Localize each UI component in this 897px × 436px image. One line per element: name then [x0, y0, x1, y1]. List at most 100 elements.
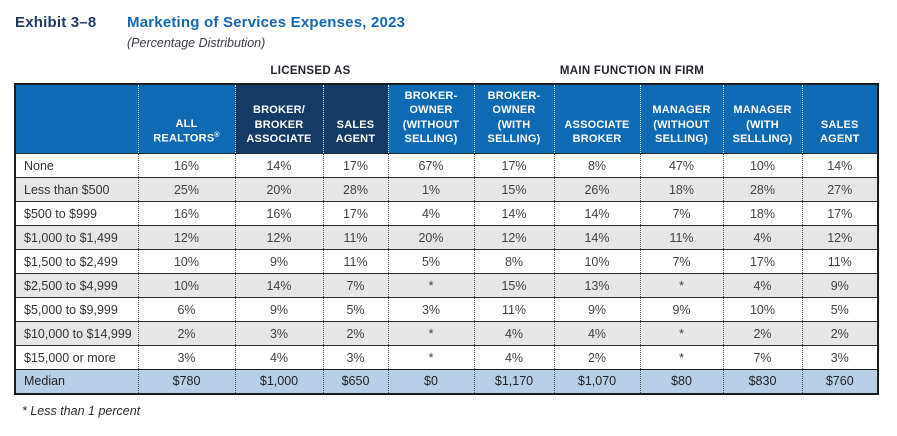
column-header-manager-without-selling: MANAGER (WITHOUT SELLING): [639, 84, 723, 154]
table-cell: 11%: [801, 249, 878, 274]
table-cell: 15%: [473, 273, 554, 298]
table-cell: 14%: [234, 153, 323, 178]
group-header-licensed-as: LICENSED AS: [270, 65, 351, 77]
table-cell: 10%: [722, 297, 802, 322]
table-cell: 10%: [137, 273, 235, 298]
table-cell: 10%: [722, 153, 802, 178]
table-row-5000-to-9999: $5,000 to $9,999 6% 9% 5% 3% 11% 9% 9% 10% 5%: [15, 297, 878, 322]
table-cell: 18%: [639, 177, 723, 202]
table-cell: 7%: [639, 201, 723, 226]
row-label: None: [15, 153, 138, 178]
table-row-10000-to-14999: $10,000 to $14,999 2% 3% 2% * 4% 4% * 2% 2%: [15, 321, 878, 346]
column-header-broker-owner-without-selling: BROKER-OWNER (WITHOUT SELLING): [387, 84, 474, 154]
title-row: Exhibit 3–8 Marketing of Services Expens…: [0, 0, 897, 50]
table-cell: 27%: [801, 177, 878, 202]
page-title: Marketing of Services Expenses, 2023: [127, 14, 406, 31]
table-cell: 14%: [553, 201, 640, 226]
column-header-sales-agent-licensed: SALES AGENT: [322, 84, 388, 154]
column-header-broker-broker-associate: BROKER/ BROKER ASSOCIATE: [234, 84, 323, 154]
table-cell: 18%: [722, 201, 802, 226]
column-header-expense-range: [15, 84, 138, 154]
table-cell: 4%: [473, 321, 554, 346]
group-header-band: LICENSED AS MAIN FUNCTION IN FIRM: [14, 65, 877, 82]
table-cell: *: [387, 273, 474, 298]
table-cell: 13%: [553, 273, 640, 298]
table-cell: 2%: [137, 321, 235, 346]
table-cell: 67%: [387, 153, 474, 178]
table-cell: 3%: [801, 345, 878, 370]
table-cell: 11%: [473, 297, 554, 322]
table-cell: 6%: [137, 297, 235, 322]
table-cell: 10%: [137, 249, 235, 274]
table-cell: *: [639, 321, 723, 346]
table-cell: 47%: [639, 153, 723, 178]
table-cell: 11%: [639, 225, 723, 250]
table-row-less-than-500: Less than $500 25% 20% 28% 1% 15% 26% 18% 28% 27%: [15, 177, 878, 202]
table-cell: 5%: [387, 249, 474, 274]
table-cell: 3%: [137, 345, 235, 370]
table-cell: 11%: [322, 225, 388, 250]
table-cell: 3%: [322, 345, 388, 370]
table-cell: 16%: [137, 201, 235, 226]
column-header-manager-with-selling: MANAGER (WITH SELLLING): [722, 84, 802, 154]
row-label: $15,000 or more: [15, 345, 138, 370]
table-row-median: Median $780 $1,000 $650 $0 $1,170 $1,070 $80 $83…: [15, 369, 878, 394]
table-cell: 4%: [234, 345, 323, 370]
table-cell: 4%: [473, 345, 554, 370]
row-label: Median: [15, 369, 138, 394]
table-cell: 17%: [801, 201, 878, 226]
table-cell: 1%: [387, 177, 474, 202]
table-cell: 12%: [137, 225, 235, 250]
table-cell: 7%: [722, 345, 802, 370]
table-cell: 14%: [801, 153, 878, 178]
table-cell: *: [639, 345, 723, 370]
table-cell: 2%: [801, 321, 878, 346]
column-header-associate-broker: ASSOCIATE BROKER: [553, 84, 640, 154]
table-cell: 9%: [234, 249, 323, 274]
registered-mark: ®: [214, 132, 220, 140]
table-cell: 7%: [639, 249, 723, 274]
table-row-none: None 16% 14% 17% 67% 17% 8% 47% 10% 14%: [15, 153, 878, 178]
table-row-1000-to-1499: $1,000 to $1,499 12% 12% 11% 20% 12% 14% 11% 4% 1…: [15, 225, 878, 250]
row-label: $1,500 to $2,499: [15, 249, 138, 274]
column-header-sales-agent-main: SALES AGENT: [801, 84, 878, 154]
table-cell: $1,070: [553, 369, 640, 394]
table-cell: 4%: [722, 273, 802, 298]
table-cell: $650: [322, 369, 388, 394]
table-cell: 17%: [473, 153, 554, 178]
table-cell: *: [387, 345, 474, 370]
table-cell: 4%: [553, 321, 640, 346]
table-cell: 26%: [553, 177, 640, 202]
table-cell: $830: [722, 369, 802, 394]
table-cell: 28%: [322, 177, 388, 202]
table-cell: 8%: [473, 249, 554, 274]
table-cell: 11%: [322, 249, 388, 274]
table-cell: 14%: [234, 273, 323, 298]
expenses-table: ALL REALTORS® BROKER/ BROKER ASSOCIATE SAL…: [14, 83, 879, 395]
table-cell: 4%: [722, 225, 802, 250]
table-body: None 16% 14% 17% 67% 17% 8% 47% 10% 14% Less than …: [15, 153, 878, 394]
table-cell: 17%: [322, 153, 388, 178]
table-cell: *: [639, 273, 723, 298]
table-cell: 10%: [553, 249, 640, 274]
table-cell: $80: [639, 369, 723, 394]
table-cell: 12%: [473, 225, 554, 250]
row-label: $10,000 to $14,999: [15, 321, 138, 346]
table-cell: 15%: [473, 177, 554, 202]
table-cell: 5%: [801, 297, 878, 322]
table-row-500-to-999: $500 to $999 16% 16% 17% 4% 14% 14% 7% 18% 17%: [15, 201, 878, 226]
group-header-main-function: MAIN FUNCTION IN FIRM: [559, 65, 705, 77]
table-cell: $780: [137, 369, 235, 394]
table-cell: 2%: [322, 321, 388, 346]
table-cell: 14%: [473, 201, 554, 226]
table-cell: 25%: [137, 177, 235, 202]
column-header-broker-owner-with-selling: BROKER-OWNER (WITH SELLING): [473, 84, 554, 154]
table-cell: 20%: [387, 225, 474, 250]
table-cell: 2%: [553, 345, 640, 370]
table-cell: 4%: [387, 201, 474, 226]
row-label: $500 to $999: [15, 201, 138, 226]
footnote: * Less than 1 percent: [22, 403, 141, 418]
table-cell: $1,170: [473, 369, 554, 394]
table-cell: 20%: [234, 177, 323, 202]
